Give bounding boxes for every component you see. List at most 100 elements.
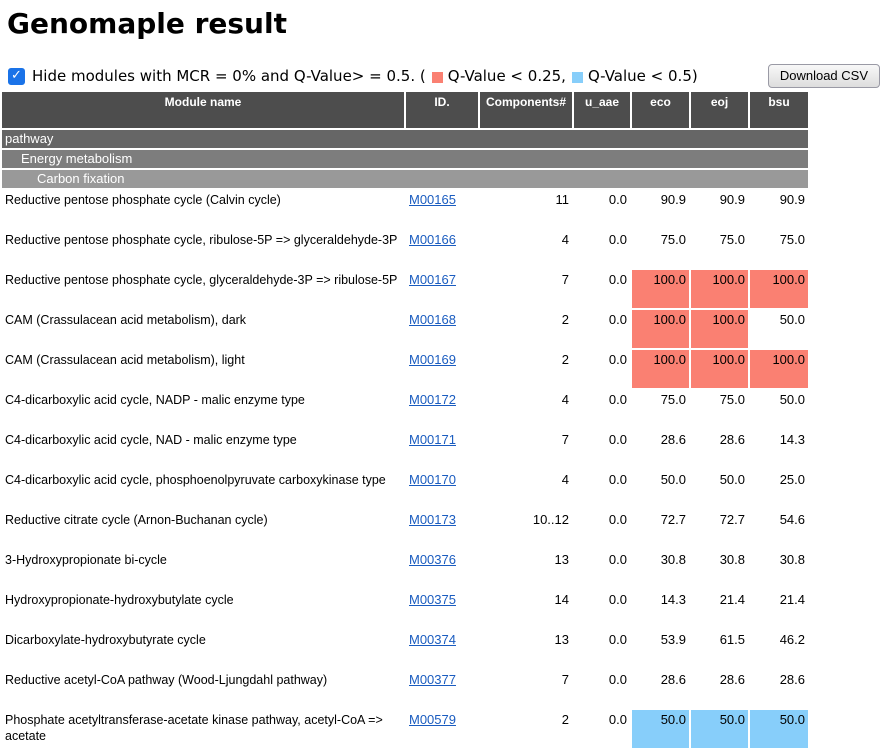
col-header-module-name: Module name: [2, 92, 404, 129]
category-row-energy-metabolism: Energy metabolism: [2, 150, 808, 169]
module-id-cell: M00167: [406, 270, 478, 308]
module-id-link[interactable]: M00172: [409, 392, 456, 408]
q-value-05-swatch-icon: [571, 71, 583, 83]
bsu-cell: 46.2: [779, 632, 805, 648]
eoj-cell: 30.8: [719, 552, 745, 568]
module-id-link[interactable]: M00375: [409, 592, 456, 608]
module-name-cell: Reductive pentose phosphate cycle, glyce…: [5, 273, 398, 288]
category-row-carbon-fixation: Carbon fixation: [2, 170, 808, 189]
table-row: Hydroxypropionate-hydroxybutylate cycle M…: [2, 590, 808, 628]
eco-cell: 90.9: [660, 192, 686, 208]
u-aae-cell: 0.0: [608, 192, 627, 208]
eoj-cell: 100.0: [691, 270, 748, 309]
u-aae-cell: 0.0: [608, 472, 627, 488]
col-header-id: ID.: [406, 92, 478, 129]
bsu-cell: 90.9: [779, 192, 805, 208]
module-name-cell: 3-Hydroxypropionate bi-cycle: [5, 553, 167, 568]
u-aae-cell: 0.0: [608, 592, 627, 608]
module-id-link[interactable]: M00168: [409, 312, 456, 328]
module-id-link[interactable]: M00374: [409, 632, 456, 648]
module-name-cell: Reductive pentose phosphate cycle, ribul…: [5, 233, 398, 248]
q-value-025-swatch-icon: [431, 71, 443, 83]
module-name-cell: C4-dicarboxylic acid cycle, NAD - malic …: [5, 433, 297, 448]
module-name-cell: C4-dicarboxylic acid cycle, phosphoenolp…: [5, 473, 386, 488]
category-label-carbon-fixation: Carbon fixation: [2, 170, 808, 189]
module-id-link[interactable]: M00169: [409, 352, 456, 368]
module-id-link[interactable]: M00173: [409, 512, 456, 528]
eco-cell: 28.6: [660, 432, 686, 448]
eoj-cell: 28.6: [719, 672, 745, 688]
hide-modules-checkbox[interactable]: [8, 67, 25, 85]
module-id-cell: M00171: [406, 430, 478, 468]
eoj-cell: 61.5: [719, 632, 745, 648]
download-csv-button[interactable]: Download CSV: [767, 64, 880, 89]
components-cell: 7: [561, 432, 569, 448]
module-name-cell: Phosphate acetyltransferase-acetate kina…: [5, 713, 383, 744]
module-id-link[interactable]: M00377: [409, 672, 456, 688]
module-id-cell: M00168: [406, 310, 478, 348]
u-aae-cell: 0.0: [608, 632, 627, 648]
bsu-cell: 100.0: [750, 350, 808, 389]
u-aae-cell: 0.0: [608, 512, 627, 528]
mcr-table: Module name ID. Components# u_aae eco eo…: [0, 90, 810, 749]
components-cell: 2: [561, 312, 569, 328]
module-id-cell: M00166: [406, 230, 478, 268]
module-id-cell: M00377: [406, 670, 478, 708]
hide-modules-label: Hide modules with MCR = 0% and Q-Value> …: [32, 67, 426, 86]
page-title: Genomaple result: [7, 7, 287, 40]
module-id-cell: M00172: [406, 390, 478, 428]
components-cell: 4: [561, 392, 569, 408]
module-id-link[interactable]: M00171: [409, 432, 456, 448]
module-id-link[interactable]: M00579: [409, 712, 456, 728]
u-aae-cell: 0.0: [608, 552, 627, 568]
module-name-cell: CAM (Crassulacean acid metabolism), dark: [5, 313, 247, 328]
table-row: Dicarboxylate-hydroxybutyrate cycle M0037…: [2, 630, 808, 668]
eoj-cell: 72.7: [719, 512, 745, 528]
components-cell: 10..12: [532, 512, 569, 528]
bsu-cell: 28.6: [779, 672, 805, 688]
module-id-link[interactable]: M00165: [409, 192, 456, 208]
module-id-cell: M00173: [406, 510, 478, 548]
eoj-cell: 50.0: [691, 710, 748, 749]
components-cell: 4: [561, 232, 569, 248]
u-aae-cell: 0.0: [608, 712, 627, 728]
bsu-cell: 54.6: [779, 512, 805, 528]
module-id-cell: M00165: [406, 190, 478, 228]
module-name-cell: Reductive acetyl-CoA pathway (Wood-Ljung…: [5, 673, 328, 688]
module-id-link[interactable]: M00170: [409, 472, 456, 488]
components-cell: 14: [554, 592, 569, 608]
bsu-cell: 30.8: [779, 552, 805, 568]
components-cell: 7: [561, 672, 569, 688]
u-aae-cell: 0.0: [608, 392, 627, 408]
u-aae-cell: 0.0: [608, 312, 627, 328]
module-name-cell: Reductive pentose phosphate cycle (Calvi…: [5, 193, 281, 208]
eoj-cell: 90.9: [719, 192, 745, 208]
bsu-cell: 50.0: [750, 710, 808, 749]
category-label-energy-metabolism: Energy metabolism: [2, 150, 808, 169]
eoj-cell: 100.0: [691, 350, 748, 389]
module-id-link[interactable]: M00166: [409, 232, 456, 248]
table-row: C4-dicarboxylic acid cycle, NAD - malic …: [2, 430, 808, 468]
module-id-link[interactable]: M00376: [409, 552, 456, 568]
col-header-components: Components#: [480, 92, 572, 129]
eco-cell: 14.3: [660, 592, 686, 608]
table-row: C4-dicarboxylic acid cycle, NADP - malic…: [2, 390, 808, 428]
module-name-cell: Hydroxypropionate-hydroxybutylate cycle: [5, 593, 234, 608]
module-id-cell: M00375: [406, 590, 478, 628]
module-name-cell: Reductive citrate cycle (Arnon-Buchanan …: [5, 513, 268, 528]
components-cell: 2: [561, 712, 569, 728]
eco-cell: 72.7: [660, 512, 686, 528]
eco-cell: 30.8: [660, 552, 686, 568]
module-name-cell: C4-dicarboxylic acid cycle, NADP - malic…: [5, 393, 305, 408]
eoj-cell: 28.6: [719, 432, 745, 448]
bsu-cell: 50.0: [779, 312, 805, 328]
table-row: Reductive citrate cycle (Arnon-Buchanan …: [2, 510, 808, 548]
eco-cell: 50.0: [660, 472, 686, 488]
bsu-cell: 25.0: [779, 472, 805, 488]
module-id-link[interactable]: M00167: [409, 272, 456, 288]
components-cell: 13: [554, 632, 569, 648]
module-id-cell: M00169: [406, 350, 478, 388]
table-row: 3-Hydroxypropionate bi-cycle M00376 13 0.0 3…: [2, 550, 808, 588]
eco-cell: 75.0: [660, 232, 686, 248]
table-row: CAM (Crassulacean acid metabolism), ligh…: [2, 350, 808, 389]
